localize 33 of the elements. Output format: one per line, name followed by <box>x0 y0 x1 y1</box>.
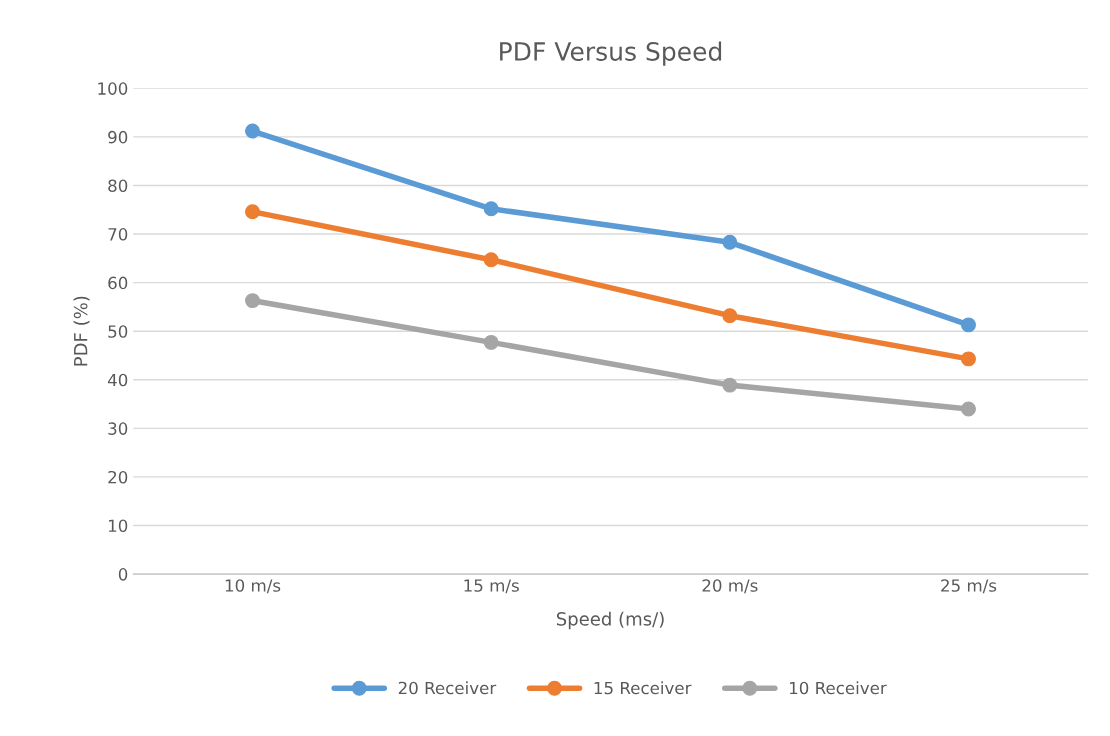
point <box>722 308 738 324</box>
point <box>722 377 738 393</box>
point <box>961 351 976 367</box>
point <box>245 123 260 139</box>
point <box>961 317 976 333</box>
x-tick-label: 15 m/s <box>464 579 519 594</box>
y-tick-label: 90 <box>108 130 128 144</box>
legend-label: 20 Receiver <box>398 681 497 695</box>
point <box>483 334 499 350</box>
y-tick-label: 80 <box>108 179 128 193</box>
x-tick-label: 10 m/s <box>225 579 281 594</box>
y-tick-label: 60 <box>108 276 128 290</box>
x-axis-title: Speed (ms/) <box>556 611 664 630</box>
y-tick-label: 0 <box>118 568 128 581</box>
x-tick-label: 20 m/s <box>702 579 758 594</box>
point <box>483 252 499 268</box>
point <box>245 204 260 220</box>
point <box>722 234 738 250</box>
point <box>483 201 499 217</box>
x-tick-label: 25 m/s <box>941 579 997 594</box>
y-tick-label: 100 <box>98 82 128 95</box>
chart-title: PDF Versus Speed <box>500 41 722 66</box>
y-tick-label: 50 <box>108 325 128 338</box>
y-tick-label: 70 <box>108 228 128 241</box>
legend-label: 10 Receiver <box>789 681 887 695</box>
y-tick-label: 20 <box>108 470 128 484</box>
y-tick-label: 40 <box>107 373 128 387</box>
y-tick-label: 30 <box>108 422 128 435</box>
y-axis-title: PDF (%) <box>73 296 90 366</box>
legend-label: 15 Receiver <box>594 681 692 695</box>
point <box>961 401 976 417</box>
y-tick-label: 10 <box>108 519 128 533</box>
point <box>245 293 260 309</box>
